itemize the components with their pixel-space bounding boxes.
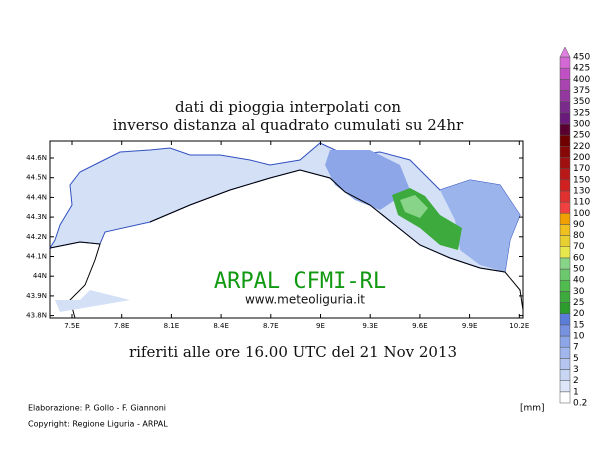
lat-label: 44.1N (26, 253, 47, 261)
legend-swatch (559, 201, 571, 214)
legend-level: 1 (573, 387, 579, 397)
legend-level: 400 (573, 75, 590, 85)
legend-swatch (559, 335, 571, 348)
legend-level: 7 (573, 343, 579, 353)
legend-level: 450 (573, 53, 590, 63)
legend-level: 3 (573, 365, 579, 375)
lon-label: 8.7E (263, 322, 279, 330)
lon-label: 10.2E (509, 322, 529, 330)
brand-name: ARPAL CFMI-RL (214, 269, 386, 294)
brand-url: www.meteoliguria.it (245, 293, 365, 307)
legend-swatch (559, 224, 571, 236)
lon-label: 7.8E (114, 322, 130, 330)
legend-swatch (559, 380, 571, 393)
legend-swatch (559, 268, 571, 281)
legend-level: 30 (573, 287, 585, 297)
lon-label: 9.6E (412, 322, 428, 330)
lon-label: 8.4E (213, 322, 229, 330)
legend-level: 325 (573, 108, 590, 118)
legend-swatch (559, 90, 571, 102)
legend-swatch (559, 391, 571, 404)
legend-swatch (559, 146, 571, 158)
legend-swatch (559, 56, 571, 69)
legend-swatch (559, 67, 571, 80)
lon-label: 9.3E (362, 322, 378, 330)
legend-swatch (559, 324, 571, 337)
legend-swatch (559, 235, 571, 247)
legend-level: 300 (573, 119, 590, 129)
rain-area (440, 180, 520, 272)
legend-level: 60 (573, 253, 585, 263)
legend-level: 0.2 (573, 399, 587, 409)
legend-level: 170 (573, 164, 590, 174)
legend-swatch (559, 358, 571, 370)
legend-swatch (559, 112, 571, 125)
lat-label: 44.6N (26, 154, 47, 162)
legend-swatch (559, 369, 571, 381)
legend-level: 15 (573, 320, 584, 330)
legend-level: 40 (573, 276, 585, 286)
legend-level: 50 (573, 265, 585, 275)
lat-label: 44.4N (26, 193, 47, 201)
title-line-2: inverso distanza al quadrato cumulati su… (113, 116, 464, 134)
lon-label: 9E (316, 322, 325, 330)
legend-level: 350 (573, 97, 590, 107)
legend-swatch (559, 313, 571, 326)
lat-label: 44.5N (26, 174, 47, 182)
region-rain (55, 290, 130, 312)
legend-level: 10 (573, 332, 585, 342)
legend-level: 20 (573, 309, 585, 319)
subtitle: riferiti alle ore 16.00 UTC del 21 Nov 2… (129, 343, 457, 361)
legend-level: 425 (573, 64, 590, 74)
lon-label: 7.5E (64, 322, 80, 330)
legend-level: 70 (573, 242, 585, 252)
credit-copyright: Copyright: Regione Liguria - ARPAL (28, 420, 168, 429)
lat-label: 44.3N (26, 213, 47, 221)
legend-level: 220 (573, 142, 590, 152)
legend-swatch (559, 279, 571, 292)
legend-level: 80 (573, 231, 585, 241)
legend-swatch (559, 157, 571, 169)
lat-label: 43.9N (26, 292, 47, 300)
legend-swatch (559, 134, 571, 147)
legend-swatch (559, 257, 571, 270)
legend-level: 90 (573, 220, 585, 230)
legend-swatch (559, 213, 571, 225)
map (48, 142, 524, 319)
lat-label: 44N (33, 272, 47, 280)
legend-unit: [mm] (520, 404, 545, 414)
legend-swatch (559, 346, 571, 359)
legend-swatch (559, 190, 571, 203)
legend-level: 2 (573, 376, 579, 386)
legend-swatch (559, 79, 571, 91)
legend-swatch (559, 291, 571, 303)
legend-swatch (559, 246, 571, 259)
rain-area-heavy (400, 195, 428, 218)
legend-level: 250 (573, 131, 590, 141)
lon-label: 8.1E (164, 322, 180, 330)
legend-level: 375 (573, 86, 590, 96)
legend-swatch (559, 123, 571, 136)
legend-swatch (559, 101, 571, 114)
legend-level: 5 (573, 354, 579, 364)
lon-label: 9.9E (462, 322, 478, 330)
legend-arrow (559, 46, 571, 58)
legend-level: 110 (573, 198, 590, 208)
legend-level: 200 (573, 153, 590, 163)
legend-swatch (559, 168, 571, 181)
legend-level: 100 (573, 209, 590, 219)
legend-level: 25 (573, 298, 584, 308)
lat-label: 44.2N (26, 233, 47, 241)
legend-swatch (559, 179, 571, 192)
lat-label: 43.8N (26, 312, 47, 320)
credit-elaboration: Elaborazione: P. Gollo - F. Giannoni (28, 404, 166, 413)
title-line-1: dati di pioggia interpolati con (175, 98, 401, 116)
legend-level: 130 (573, 186, 590, 196)
legend-level: 150 (573, 175, 590, 185)
legend-swatch (559, 302, 571, 314)
rain-area (325, 150, 410, 210)
